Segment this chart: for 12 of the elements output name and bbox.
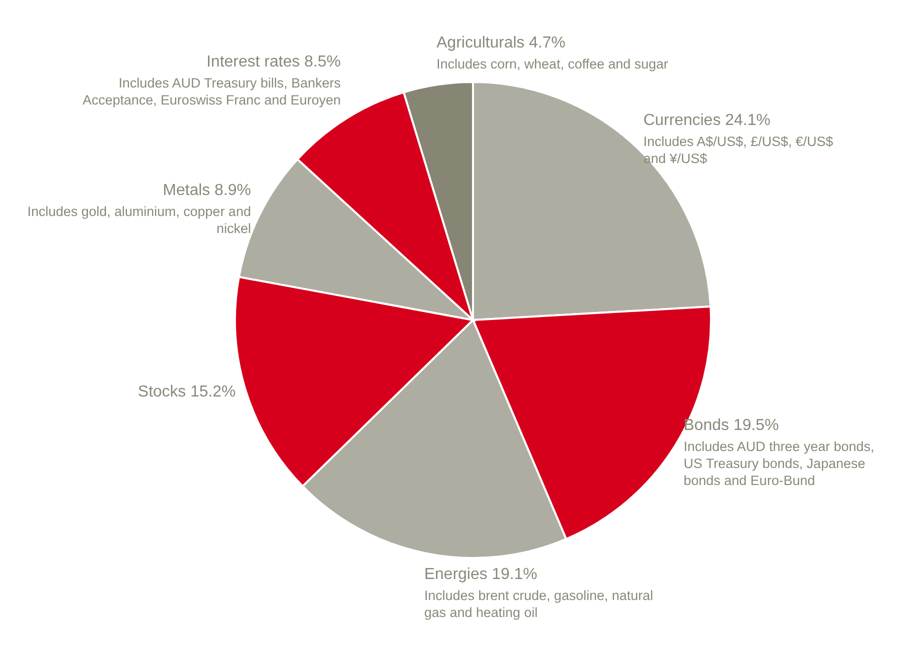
slice-label: Agriculturals 4.7% [436,34,566,52]
text: Includes AUD three year bonds, US Treasury bonds, Japanese bonds and Euro-Bund [684,438,874,488]
slice-label: Energies 19.1% [424,566,538,584]
text: Includes corn, wheat, coffee and sugar [436,56,668,72]
text: Includes AUD Treasury bills, Bankers Acceptance, Euroswiss Franc and Euroyen [82,76,341,108]
slice-label: Bonds 19.5% [684,416,779,434]
slice-label: Stocks 15.2% [138,383,236,400]
slice-label: Currencies 24.1% [643,112,771,129]
text: Includes brent crude, gasoline, natural gas and heating oil [424,588,654,620]
slice-label: Metals 8.9% [162,182,251,200]
text: Includes gold, aluminium, copper and nickel [27,204,251,236]
slice-label: Interest rates 8.5% [206,54,341,70]
